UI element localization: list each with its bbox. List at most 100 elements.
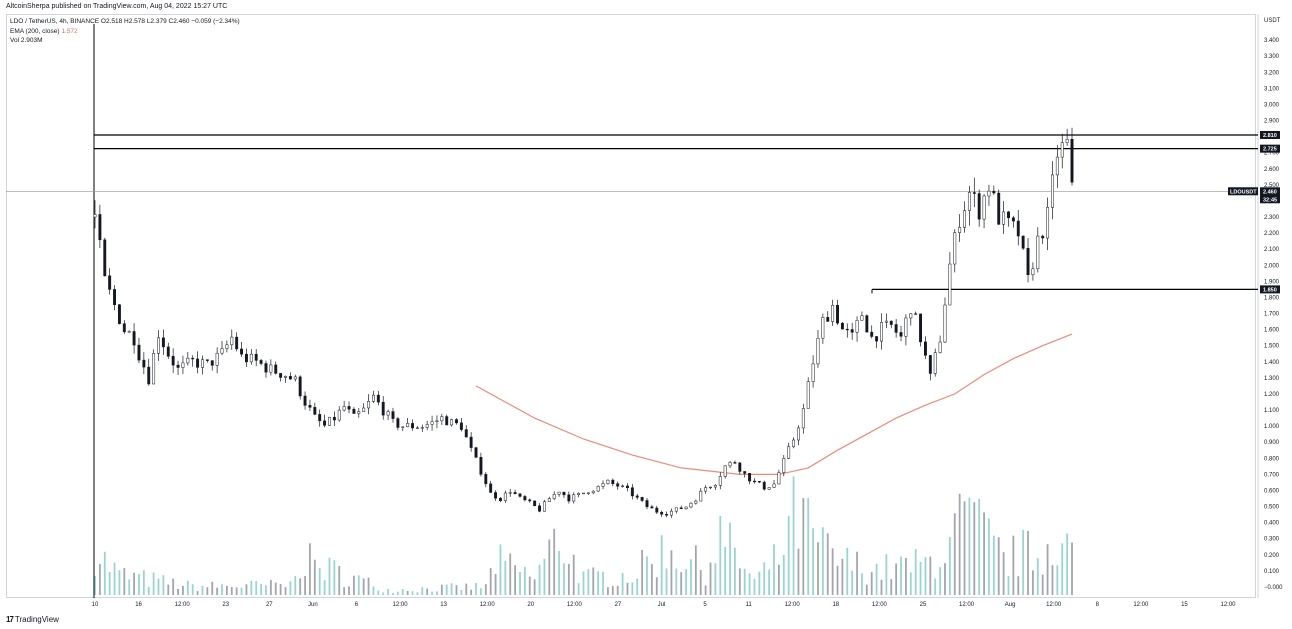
volume-bar xyxy=(1002,552,1005,595)
candle-body xyxy=(645,500,649,508)
volume-bar xyxy=(655,577,658,595)
volume-bar xyxy=(182,585,184,595)
volume-bar xyxy=(807,497,810,595)
candle-body xyxy=(889,320,893,325)
volume-bar xyxy=(123,567,126,595)
candle-body xyxy=(914,313,918,315)
level-badge xyxy=(1260,130,1280,139)
volume-bar xyxy=(836,565,839,595)
candle-body xyxy=(420,427,424,429)
time-tick-label: 23 xyxy=(222,602,229,608)
volume-bar xyxy=(646,556,648,595)
volume-bar xyxy=(919,561,922,595)
volume-bar xyxy=(611,586,614,595)
volume-bar xyxy=(958,493,961,595)
tradingview-logo[interactable]: 17 TradingView xyxy=(6,615,59,624)
candle-body xyxy=(259,360,263,364)
candle-body xyxy=(977,193,981,220)
candle-body xyxy=(924,341,927,356)
volume-bar xyxy=(812,528,814,595)
volume-bar xyxy=(1017,576,1020,595)
candle-body xyxy=(757,481,761,483)
time-tick-label: 8 xyxy=(1096,602,1100,608)
volume-bar xyxy=(133,572,135,595)
volume-bar xyxy=(968,497,971,595)
candle-body xyxy=(98,214,102,241)
candle-body xyxy=(166,346,170,357)
time-tick-label: 18 xyxy=(832,602,839,608)
time-tick-label: 10 xyxy=(92,602,99,608)
volume-bar xyxy=(201,585,204,595)
candle-body xyxy=(831,304,835,322)
publisher-header: AltcoinSherpa published on TradingView.c… xyxy=(6,3,228,10)
chart-pane[interactable] xyxy=(6,14,1256,598)
price-tick-label: 0.500 xyxy=(1264,505,1280,511)
legend-vol-row: Vol 2.903M xyxy=(10,36,240,46)
legend-vol-value: 2.903M xyxy=(20,37,43,44)
price-tick-label: 2.100 xyxy=(1264,247,1280,253)
volume-bar xyxy=(387,589,389,595)
level-badge xyxy=(1260,285,1280,294)
volume-bar xyxy=(870,572,873,595)
candle-body xyxy=(562,491,566,496)
candle-body xyxy=(157,337,160,354)
price-tick-label: 0.100 xyxy=(1264,569,1280,575)
level-badge-label: 1.850 xyxy=(1263,287,1277,293)
candle-body xyxy=(626,485,629,488)
candle-body xyxy=(547,498,551,502)
candlestick-series xyxy=(93,127,1074,518)
candle-body xyxy=(938,341,942,353)
volume-bar xyxy=(895,563,898,595)
ema-polyline xyxy=(475,333,1073,475)
volume-bar xyxy=(890,579,893,595)
candle-body xyxy=(733,462,737,464)
volume-bar xyxy=(900,556,902,595)
candle-body xyxy=(801,408,805,429)
time-tick-label: 12:00 xyxy=(785,602,801,608)
volume-bar xyxy=(255,581,258,595)
candle-body xyxy=(469,436,473,448)
price-axis[interactable]: USDT3.4003.3003.2003.1003.0002.9002.8002… xyxy=(1257,14,1283,598)
volume-bar xyxy=(592,567,595,595)
price-tick-label: 1.000 xyxy=(1264,424,1280,430)
candle-body xyxy=(230,336,234,346)
candle-body xyxy=(503,492,507,501)
candle-body xyxy=(743,471,747,474)
volume-bar xyxy=(988,518,990,595)
candle-body xyxy=(1002,211,1006,225)
volume-bar xyxy=(216,587,219,595)
symbol-badge xyxy=(1228,187,1258,196)
volume-bar xyxy=(636,578,639,595)
volume-bar xyxy=(313,559,316,595)
candle-body xyxy=(689,502,693,508)
volume-bar xyxy=(1056,565,1059,595)
candle-body xyxy=(660,512,664,515)
time-axis[interactable]: 10 16 12:00 23 27 Jun 6 12:00 13 12:00 20 12:00 27 Ju… xyxy=(92,602,1237,608)
volume-bar xyxy=(607,587,609,595)
candle-body xyxy=(269,364,273,373)
volume-bar xyxy=(304,575,306,595)
volume-bar xyxy=(558,550,560,595)
candle-body xyxy=(684,506,688,510)
candle-body xyxy=(567,494,571,502)
candle-body xyxy=(870,331,874,337)
candle-body xyxy=(674,507,678,512)
time-tick-label: Jun xyxy=(308,602,318,608)
candle-body xyxy=(1021,235,1025,249)
candle-body xyxy=(205,359,209,361)
candle-body xyxy=(792,439,796,447)
volume-bar xyxy=(318,567,321,595)
candle-body xyxy=(459,422,463,430)
candle-body xyxy=(308,405,312,408)
candle-body xyxy=(186,357,190,364)
volume-bar xyxy=(1066,533,1069,595)
volume-bar xyxy=(719,515,722,595)
volume-bar xyxy=(963,501,966,595)
volume-bar xyxy=(734,547,736,595)
drawn-levels[interactable] xyxy=(6,24,1258,598)
candle-body xyxy=(967,192,971,211)
price-tick-label: 2.300 xyxy=(1264,215,1280,221)
volume-bar xyxy=(567,563,570,595)
candle-body xyxy=(582,492,585,495)
